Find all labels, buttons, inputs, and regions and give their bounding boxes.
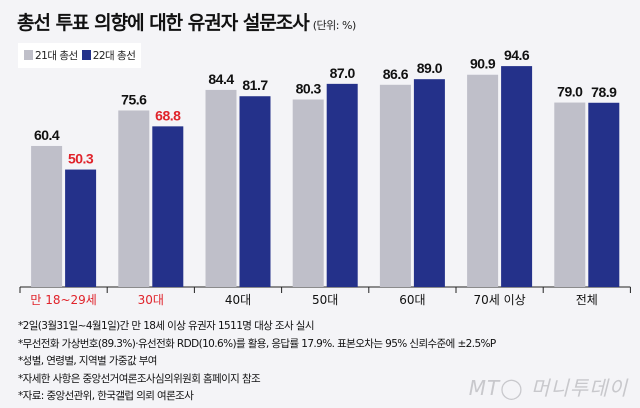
bar-21 — [31, 145, 63, 287]
note: *자료: 중앙선관위, 한국갤럽 의뢰 여론조사 — [18, 390, 194, 403]
bar-22 — [239, 96, 271, 287]
category-label: 30대 — [138, 293, 164, 307]
data-label: 75.6 — [121, 91, 147, 107]
data-label: 84.4 — [208, 71, 234, 87]
note: *자세한 사항은 중앙선거여론조사심의위원회 홈페이지 참조 — [18, 372, 261, 385]
category-label: 만 18~29세 — [30, 293, 97, 307]
bar-21 — [379, 84, 411, 287]
note: *성별, 연령별, 지역별 가중값 부여 — [18, 355, 157, 368]
note: *2일(3월31일~4월1일)간 만 18세 이상 유권자 1511명 대상 조… — [18, 320, 315, 332]
data-label: 60.4 — [34, 127, 60, 143]
data-label: 94.6 — [504, 47, 530, 63]
bar-chart: 60.4 50.3 만 18~29세 75.6 68.8 30대 84.4 81.7 40대 80… — [19, 47, 631, 307]
category-label: 50대 — [312, 293, 338, 307]
legend-label: 22대 총선 — [92, 50, 136, 62]
data-label: 89.0 — [417, 60, 443, 76]
legend-item-22: 22대 총선 — [81, 48, 136, 63]
data-label: 68.8 — [155, 107, 181, 123]
legend-swatch — [81, 50, 91, 60]
data-label: 87.0 — [330, 65, 356, 81]
bar-22 — [326, 83, 358, 287]
legend-label: 21대 총선 — [35, 50, 78, 62]
category-label: 40대 — [225, 293, 251, 307]
bar-21 — [554, 102, 586, 287]
category-label: 전체 — [576, 293, 598, 307]
logo: MT◯ 머니투데이 — [468, 376, 628, 400]
data-label: 78.9 — [591, 84, 617, 100]
bar-22 — [152, 126, 184, 288]
data-label: 50.3 — [68, 151, 94, 167]
category-label: 60대 — [399, 293, 425, 307]
legend: 21대 총선 22대 총선 — [18, 43, 142, 68]
title-text: 총선 투표 의향에 대한 유권자 설문조사 — [17, 12, 310, 34]
bar-22 — [413, 79, 445, 287]
unit-label: (단위: %) — [312, 19, 356, 32]
bar-21 — [467, 74, 499, 287]
data-label: 86.6 — [383, 66, 409, 82]
legend-swatch — [24, 50, 33, 60]
footnotes: *2일(3월31일~4월1일)간 만 18세 이상 유권자 1511명 대상 조… — [18, 318, 496, 406]
legend-item-21: 21대 총선 — [24, 48, 78, 63]
data-label: 80.3 — [296, 80, 322, 96]
data-label: 81.7 — [242, 77, 268, 93]
bar-22 — [501, 66, 533, 287]
data-label: 90.9 — [470, 56, 496, 72]
note: *무선전화 가상번호(89.3%)·유선전화 RDD(10.6%)를 활용, 응… — [18, 337, 496, 350]
category-label: 70세 이상 — [473, 293, 525, 307]
data-label: 79.0 — [557, 84, 583, 100]
bar-21 — [118, 110, 150, 287]
bar-22 — [588, 102, 620, 288]
bar-22 — [65, 169, 97, 287]
bar-21 — [292, 99, 324, 287]
bar-21 — [205, 89, 237, 288]
chart-title: 총선 투표 의향에 대한 유권자 설문조사 (단위: %) — [17, 8, 356, 35]
